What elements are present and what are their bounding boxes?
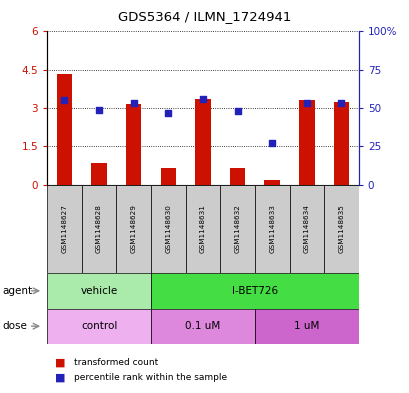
Bar [47, 185, 81, 273]
Text: 0.1 uM: 0.1 uM [185, 321, 220, 331]
Bar [324, 185, 358, 273]
Text: GSM1148630: GSM1148630 [165, 204, 171, 253]
Text: percentile rank within the sample: percentile rank within the sample [74, 373, 226, 382]
Point [234, 108, 240, 114]
Text: 1 uM: 1 uM [293, 321, 319, 331]
Bar [91, 163, 107, 185]
Text: transformed count: transformed count [74, 358, 157, 367]
Point [61, 97, 67, 103]
Bar [185, 185, 220, 273]
Bar [298, 100, 314, 185]
Text: ■: ■ [55, 372, 66, 382]
Bar [229, 168, 245, 185]
Text: GSM1148629: GSM1148629 [130, 204, 136, 253]
Bar [47, 273, 151, 309]
Text: GSM1148633: GSM1148633 [269, 204, 274, 253]
Point [337, 100, 344, 107]
Bar [220, 185, 254, 273]
Text: GSM1148634: GSM1148634 [303, 204, 309, 253]
Text: dose: dose [2, 321, 27, 331]
Point [303, 100, 309, 107]
Text: agent: agent [2, 286, 32, 296]
Text: vehicle: vehicle [80, 286, 117, 296]
Bar [264, 180, 279, 185]
Point [268, 140, 275, 147]
Bar [160, 168, 176, 185]
Bar [254, 309, 358, 344]
Bar [116, 185, 151, 273]
Bar [151, 309, 254, 344]
Bar [151, 273, 358, 309]
Text: GSM1148632: GSM1148632 [234, 204, 240, 253]
Point [130, 100, 137, 107]
Text: GSM1148628: GSM1148628 [96, 204, 102, 253]
Bar [47, 309, 151, 344]
Text: ■: ■ [55, 357, 66, 367]
Bar [289, 185, 324, 273]
Point [165, 110, 171, 116]
Text: GSM1148627: GSM1148627 [61, 204, 67, 253]
Text: I-BET726: I-BET726 [231, 286, 277, 296]
Bar [81, 185, 116, 273]
Point [199, 96, 206, 102]
Bar [56, 73, 72, 185]
Bar [151, 185, 185, 273]
Text: GSM1148631: GSM1148631 [200, 204, 205, 253]
Text: GSM1148635: GSM1148635 [337, 204, 344, 253]
Bar [333, 102, 348, 185]
Text: GDS5364 / ILMN_1724941: GDS5364 / ILMN_1724941 [118, 10, 291, 23]
Point [96, 107, 102, 113]
Bar [254, 185, 289, 273]
Bar [195, 99, 210, 185]
Text: control: control [81, 321, 117, 331]
Bar [126, 104, 141, 185]
